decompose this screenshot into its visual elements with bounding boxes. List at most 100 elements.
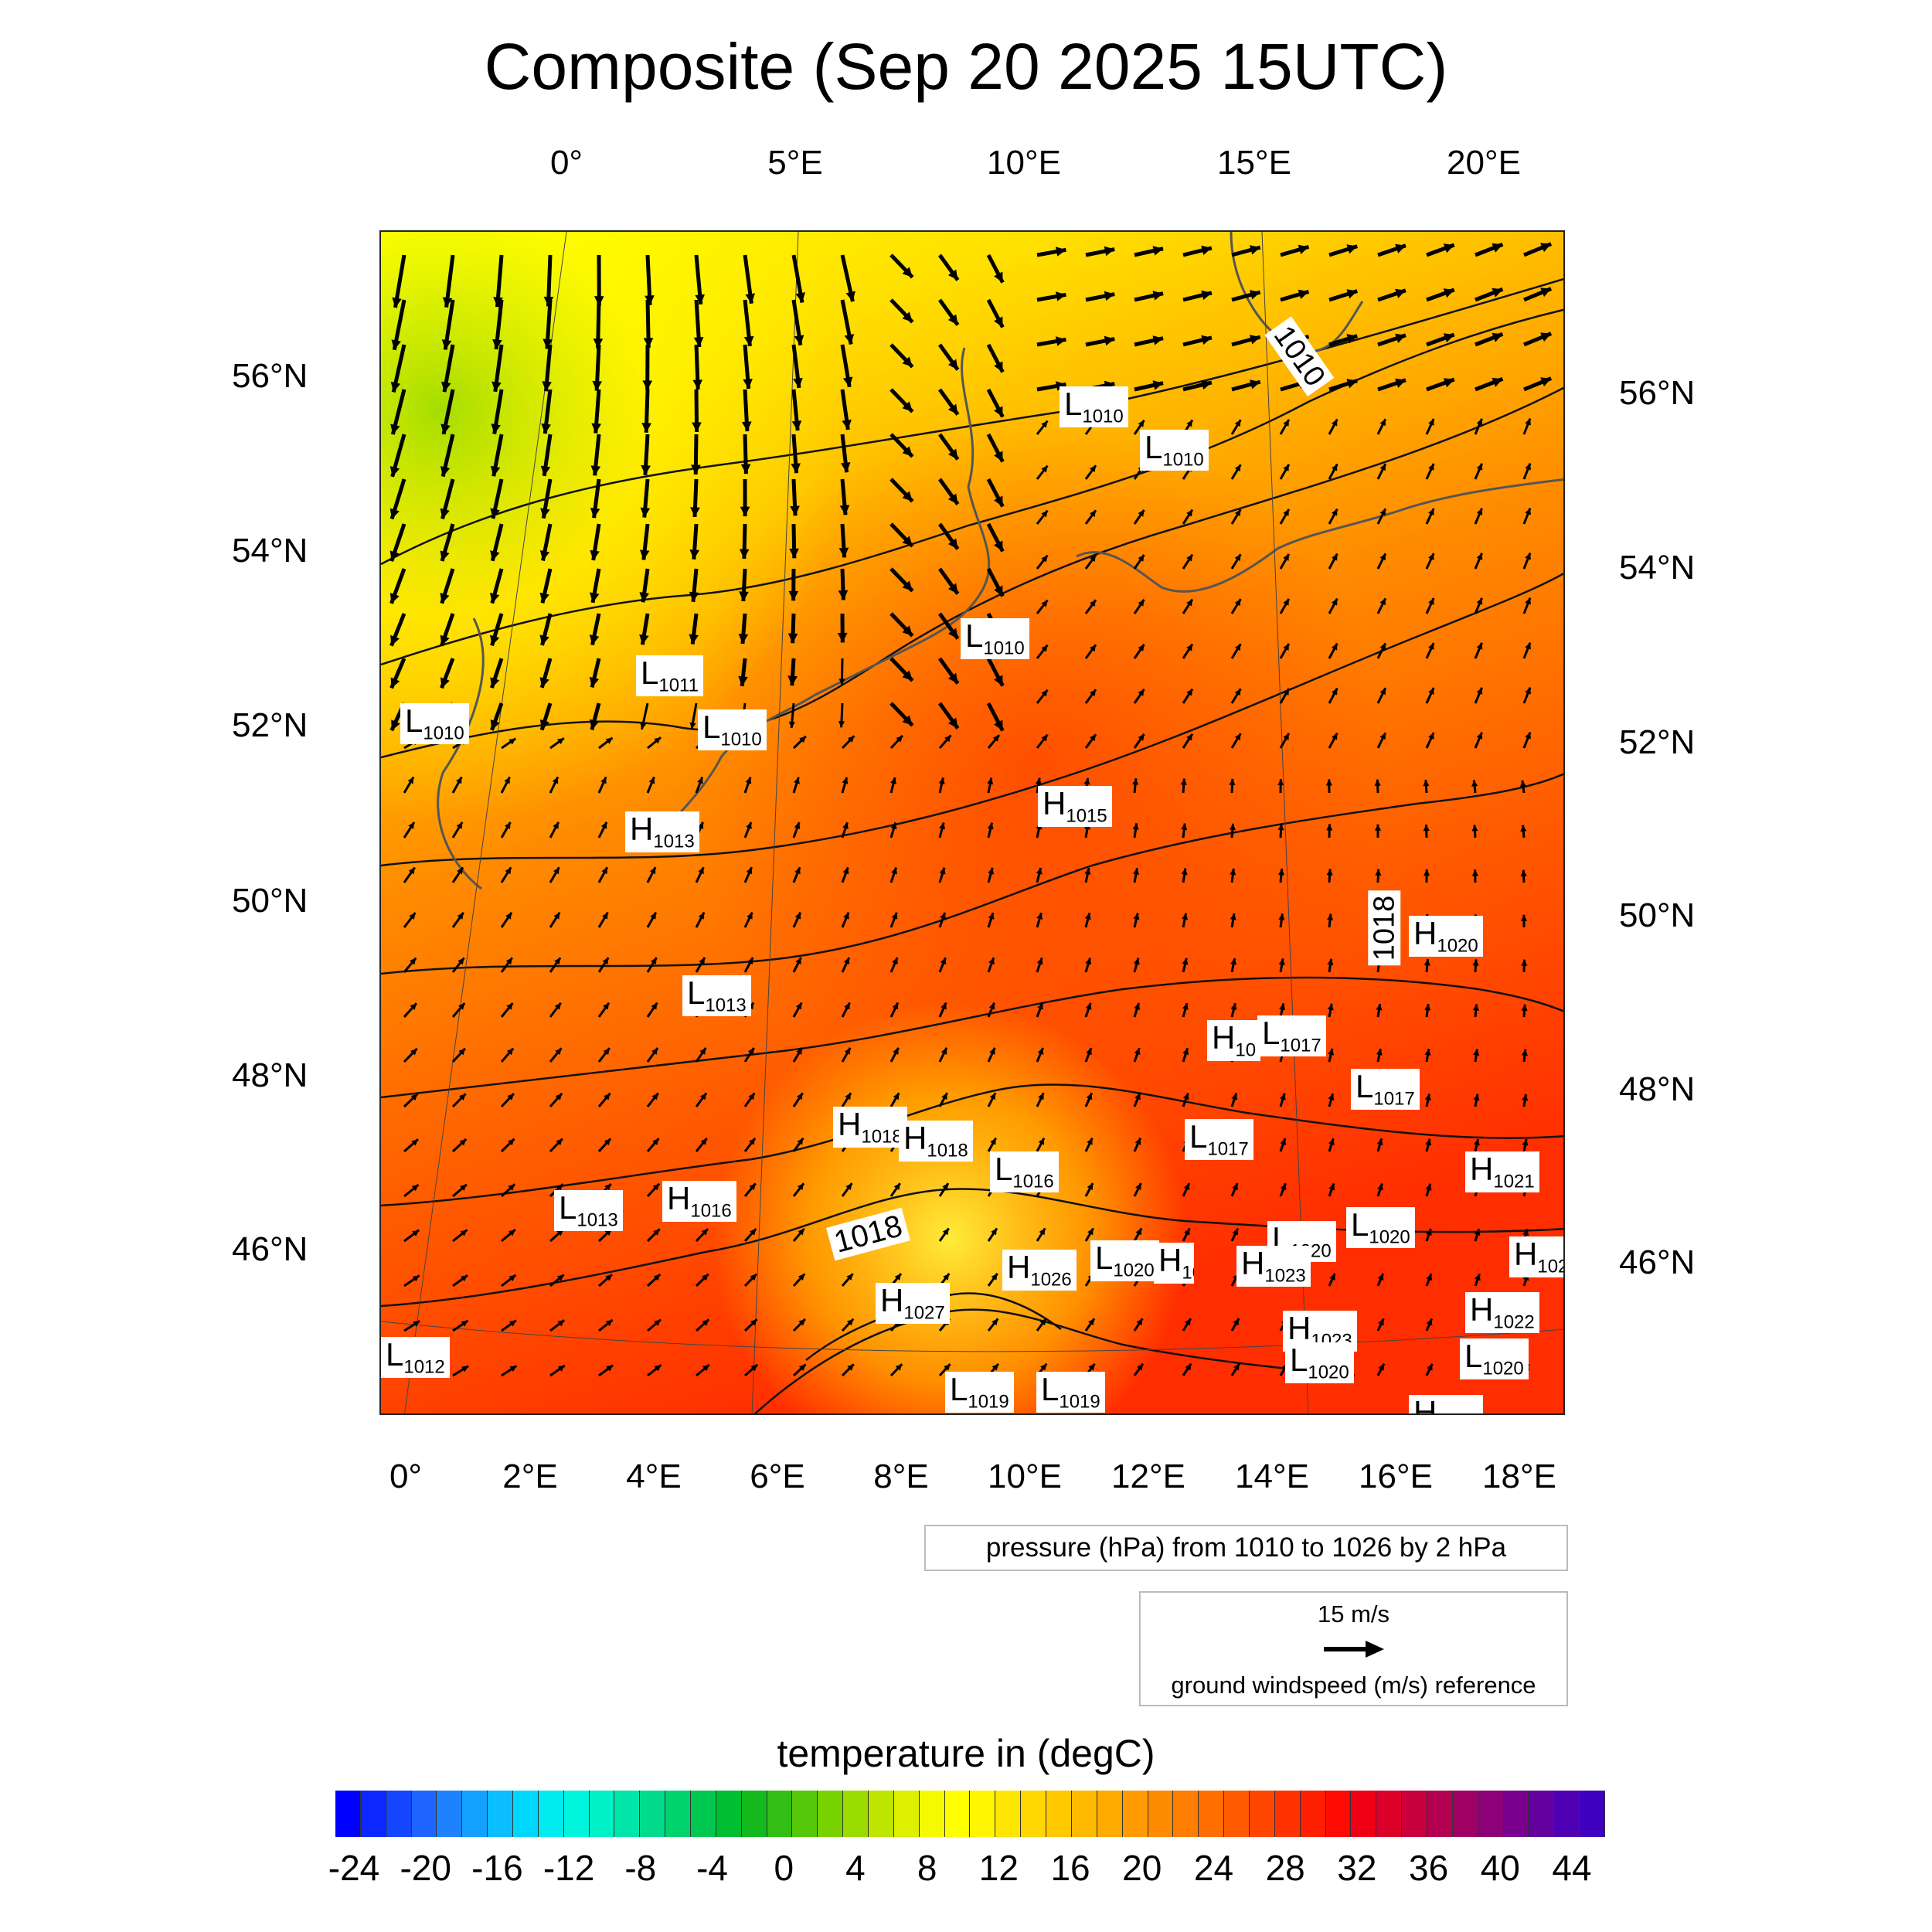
pressure-system-label: L1020 [1346,1207,1415,1249]
wind-arrow-head [1201,379,1212,390]
pressure-system-label: L1011 [636,655,703,697]
wind-arrow-head [1035,777,1042,785]
wind-arrow-head [1278,958,1285,965]
wind-arrow-head [1083,777,1090,785]
wind-arrow-head [1230,1003,1237,1011]
wind-arrow-head [1379,464,1386,471]
wind-arrow-head [411,1139,418,1146]
wind-arrow-head [992,1318,998,1326]
wind-arrow-head [557,1320,565,1327]
pressure-system-label: H10 [1207,1020,1261,1062]
wind-arrow-head [1038,1093,1044,1100]
wind-arrow-head [940,1047,947,1055]
map-panel[interactable]: 1010 1018 1018 L1010 L1010 L1010 L1011 L… [379,230,1565,1415]
wind-arrow-head [1443,243,1454,253]
wind-arrow-head [942,1228,949,1236]
wind-arrow-head [890,822,897,830]
wind-arrow-head [789,548,799,559]
wind-arrow-head [690,507,700,517]
pressure-system-label: L1016 [990,1151,1059,1193]
wind-arrow-head [389,508,400,519]
wind-arrow-head [1423,959,1430,966]
wind-arrow-head [798,1318,805,1326]
wind-arrow-head [600,777,607,784]
wind-arrow-head [506,1048,514,1056]
wind-arrow-head [509,1274,516,1281]
wind-arrow-head [461,1366,469,1372]
pressure-system-label: L1010 [961,618,1029,660]
wind-arrow-head [1425,1183,1432,1191]
wind-arrow-head [1089,645,1096,652]
wind-arrow-head [541,423,552,434]
colorbar-tick-label: 12 [978,1848,1019,1888]
wind-arrow-head [1326,869,1333,876]
wind-arrow-head [505,912,512,920]
wind-arrow-head [842,867,849,875]
wind-arrow-head [994,540,1003,552]
wind-arrow-head [1279,1003,1286,1011]
wind-arrow-head [1086,1093,1093,1100]
wind-arrow-head [743,379,753,389]
wind-arrow-head [556,1184,563,1191]
wind-arrow-head [1522,1229,1529,1236]
wind-arrow-head [641,423,651,433]
wind-arrow-head [1038,1138,1045,1145]
wind-arrow-head [1283,688,1289,696]
left-lat-label: 48°N [232,1056,308,1094]
wind-arrow-head [845,1183,852,1191]
wind-arrow-head [606,1365,614,1372]
pressure-system-label: H1018 [833,1107,907,1148]
wind-arrow-head [988,1002,995,1010]
wind-arrow-head [892,957,898,965]
map-title: Composite (Sep 20 2025 15UTC) [484,30,1448,103]
wind-arrow-head [702,1319,709,1326]
wind-arrow-head [640,507,651,518]
wind-arrow-head [895,1364,903,1371]
isobar-line [381,773,1563,975]
wind-arrow-head [843,912,849,920]
wind-arrow-head [1087,1183,1094,1191]
wind-arrow-head [1250,335,1260,345]
wind-arrow-head [739,549,750,560]
colorbar-tick-label: -20 [400,1848,451,1888]
wind-arrow-head [408,867,415,875]
wind-arrow-head [1036,867,1043,875]
colorbar-swatch [665,1791,692,1837]
wind-arrow-head [1525,687,1531,695]
wind-arrow-head [504,821,511,829]
wind-arrow-head [1378,1318,1384,1326]
wind-arrow-head [749,1228,757,1236]
wind-arrow-head [654,737,662,744]
wind-arrow-head [947,583,958,594]
wind-arrow-head [1376,1138,1383,1146]
wind-arrow-head [589,719,600,730]
wind-arrow-head [940,957,947,965]
wind-arrow-head [892,1002,899,1010]
wind-arrow-head [994,585,1003,597]
wind-arrow-head [1036,957,1043,965]
colorbar-swatch [1452,1791,1478,1837]
wind-arrow-head [902,670,913,681]
wind-arrow-head [942,1183,949,1190]
bottom-lon-label: 12°E [1111,1458,1185,1495]
colorbar-swatch [919,1791,945,1837]
wind-arrow-head [947,538,958,549]
wind-arrow-head [1443,378,1454,388]
wind-arrow-head [787,633,798,644]
wind-arrow-head [539,677,549,688]
pressure-system-label: L1019 [945,1372,1014,1413]
wind-arrow-head [1426,1318,1433,1326]
wind-arrow-head [1277,779,1284,786]
colorbar-swatch [843,1791,869,1837]
wind-arrow-head [1525,642,1531,650]
wind-arrow-head [689,634,699,645]
wind-arrow-head [1104,335,1115,346]
wind-arrow-head [554,957,561,965]
wind-arrow-head [1201,335,1212,345]
wind-arrow-head [1379,598,1386,606]
pressure-system-label: L1017 [1257,1015,1326,1057]
wind-arrow-head [697,777,703,784]
wind-arrow-head [1037,1047,1044,1055]
colorbar-tick-label: -8 [624,1848,657,1888]
colorbar-swatch [1478,1791,1504,1837]
